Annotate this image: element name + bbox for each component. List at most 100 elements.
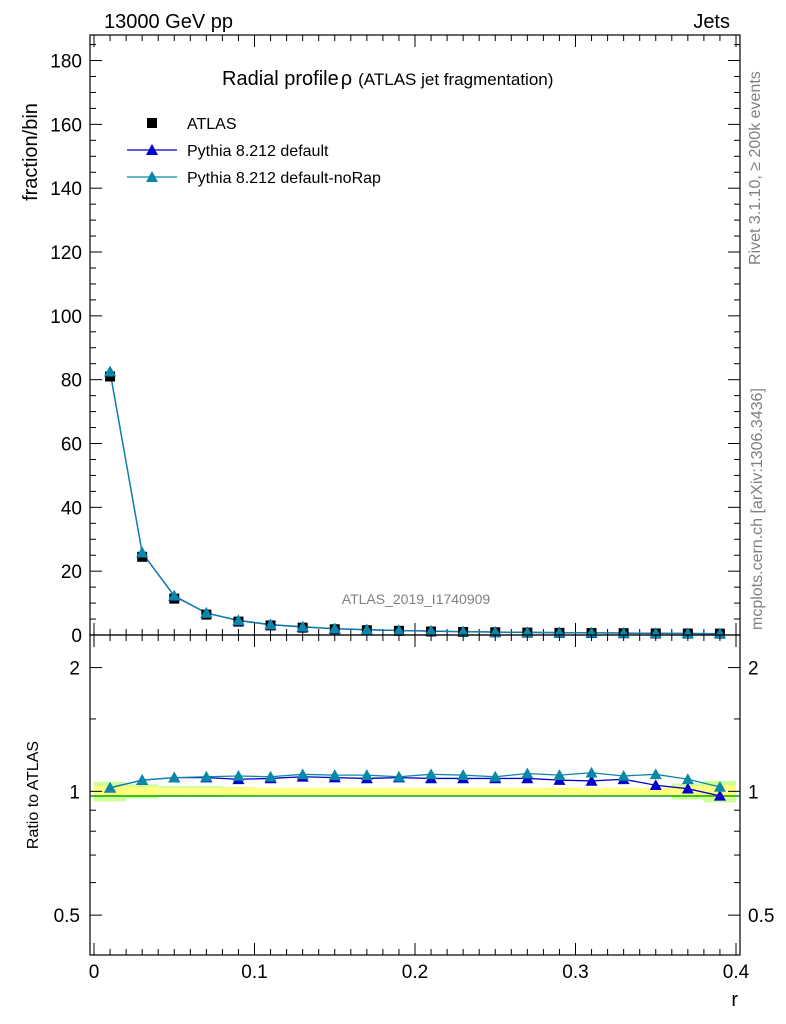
ratio-point-norap xyxy=(392,770,405,782)
ratio-band-inner xyxy=(543,787,576,795)
ratio-band-inner xyxy=(254,787,287,795)
ratio-point-norap xyxy=(553,769,566,780)
legend-label-default: Pythia 8.212 default xyxy=(187,143,329,160)
legend-marker-default xyxy=(146,144,158,155)
main-y-tick-label: 100 xyxy=(50,307,82,328)
ratio-point-default xyxy=(585,774,598,786)
ratio-band-inner xyxy=(415,787,448,795)
main-y-tick-label: 140 xyxy=(50,179,82,200)
legend-label-atlas: ATLAS xyxy=(187,116,237,133)
ratio-point-norap xyxy=(168,771,181,783)
ratio-point-norap xyxy=(328,769,341,780)
mcplots-label: mcplots.cern.ch [arXiv:1306.3436] xyxy=(749,388,766,630)
main-point-norap xyxy=(713,627,726,639)
legend-label-norap: Pythia 8.212 default-noRap xyxy=(187,170,381,187)
main-y-tick-label: 0 xyxy=(71,626,82,647)
ratio-point-norap xyxy=(585,766,598,778)
ratio-y-tick-label: 1 xyxy=(69,782,80,803)
main-point-norap xyxy=(425,625,438,636)
rivet-version-label: Rivet 3.1.10, ≥ 200k events xyxy=(747,71,764,265)
x-tick-label: 0 xyxy=(89,962,100,983)
ratio-band-inner xyxy=(350,787,383,795)
legend-marker-norap xyxy=(146,171,158,182)
main-point-norap xyxy=(136,546,149,558)
chart-title-suffix: (ATLAS jet fragmentation) xyxy=(358,70,553,89)
chart-title: Radial profile ρ (ATLAS jet fragmentation) xyxy=(222,68,553,90)
ratio-band-inner xyxy=(382,787,415,795)
ratio-point-norap xyxy=(457,769,470,780)
ratio-band-inner xyxy=(607,787,640,795)
main-y-tick-label: 40 xyxy=(61,498,82,519)
main-y-tick-label: 120 xyxy=(50,243,82,264)
energy-label: 13000 GeV pp xyxy=(104,11,233,33)
main-point-norap xyxy=(104,365,117,377)
main-point-norap xyxy=(168,589,181,601)
ratio-y-axis-label: Ratio to ATLAS xyxy=(25,741,42,849)
chart-title-main: Radial profile xyxy=(222,68,339,90)
ratio-band-inner xyxy=(190,787,223,795)
legend: ATLAS Pythia 8.212 default Pythia 8.212 … xyxy=(127,116,381,187)
ratio-band-inner xyxy=(447,787,480,795)
ratio-y-tick-label-right: 0.5 xyxy=(748,906,774,927)
legend-marker-atlas xyxy=(147,118,157,128)
ratio-band-inner xyxy=(639,787,672,795)
main-y-tick-label: 20 xyxy=(61,562,82,583)
ratio-point-norap xyxy=(360,769,373,780)
ratio-point-norap xyxy=(617,769,630,781)
ratio-point-default xyxy=(681,782,694,794)
main-series-layer xyxy=(104,365,726,639)
ratio-band-inner xyxy=(222,787,255,795)
ratio-series-layer xyxy=(104,766,726,801)
ratio-line-default xyxy=(109,776,721,797)
ratio-point-norap xyxy=(425,768,438,780)
main-y-axis-label: fraction/bin xyxy=(20,103,42,201)
x-tick-label: 0.2 xyxy=(402,962,428,983)
process-label: Jets xyxy=(693,11,730,33)
analysis-watermark: ATLAS_2019_I1740909 xyxy=(342,591,491,607)
ratio-line-norap xyxy=(109,772,721,789)
ratio-point-norap xyxy=(200,770,213,782)
main-y-tick-label: 180 xyxy=(50,52,82,73)
main-line-norap xyxy=(109,371,720,635)
ratio-point-norap xyxy=(296,768,309,780)
ratio-point-norap xyxy=(713,780,726,792)
ratio-point-norap xyxy=(489,770,502,782)
main-y-tick-label: 160 xyxy=(50,115,82,136)
ratio-point-norap xyxy=(649,768,662,780)
main-y-tick-label: 80 xyxy=(61,371,82,392)
ratio-point-norap xyxy=(264,770,277,782)
main-plot: 0 20 40 60 80 100 120 140 160 180 fraction/bin Ra… xyxy=(20,34,741,647)
x-tick-label: 0.4 xyxy=(723,962,750,983)
main-y-tick-label: 60 xyxy=(61,435,82,456)
chart-title-symbol: ρ xyxy=(341,68,352,90)
ratio-band-inner xyxy=(318,787,351,795)
ratio-plot: 0.5 0.51 12 2 0 0.1 0.2 0.3 0.4 Ratio to ATLAS … xyxy=(25,634,775,1011)
main-point-norap xyxy=(264,618,277,630)
main-point-norap xyxy=(392,624,405,636)
ratio-y-tick-label-right: 2 xyxy=(748,659,759,680)
ratio-band-inner xyxy=(126,786,159,796)
ratio-point-norap xyxy=(232,769,245,781)
ratio-y-tick-labels: 0.5 0.5 1 1 2 2 xyxy=(54,659,775,928)
ratio-axis-ticks xyxy=(90,635,740,955)
x-tick-label: 0.3 xyxy=(562,962,588,983)
ratio-band-inner xyxy=(479,787,512,795)
ratio-band-inner xyxy=(575,787,608,795)
ratio-y-tick-label-right: 1 xyxy=(748,782,759,803)
main-point-norap xyxy=(200,606,213,618)
ratio-point-norap xyxy=(136,774,149,785)
ratio-point-default xyxy=(713,789,726,801)
ratio-band-inner xyxy=(158,787,191,795)
main-point-norap xyxy=(457,625,470,637)
ratio-x-tick-labels: 0 0.1 0.2 0.3 0.4 xyxy=(89,962,750,983)
x-tick-label: 0.1 xyxy=(241,962,267,983)
main-point-norap xyxy=(360,623,373,635)
main-point-norap xyxy=(232,614,245,626)
ratio-uncertainty-bands xyxy=(94,780,736,803)
x-axis-label: r xyxy=(731,989,738,1011)
ratio-point-default xyxy=(649,779,662,791)
main-point-norap xyxy=(328,622,341,634)
main-point-norap xyxy=(489,626,502,637)
ratio-point-norap xyxy=(104,781,117,793)
